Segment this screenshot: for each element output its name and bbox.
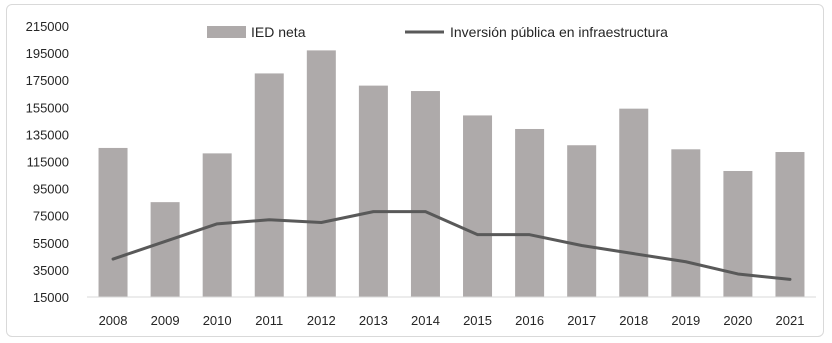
x-tick-label: 2015 [463,313,492,328]
y-tick-label: 175000 [26,73,69,88]
bar [619,108,649,297]
x-tick-label: 2010 [203,313,232,328]
bar [410,91,440,297]
x-tick-label: 2021 [776,313,805,328]
x-tick-label: 2016 [515,313,544,328]
bar [775,152,805,297]
bar-series [98,50,805,298]
bar [98,147,128,297]
y-tick-label: 15000 [33,290,69,305]
line-series [111,210,792,281]
y-tick-label: 35000 [33,263,69,278]
x-tick-label: 2013 [359,313,388,328]
bar [515,128,545,297]
x-tick-label: 2011 [255,313,283,328]
bar [671,149,701,297]
bar [254,73,284,297]
x-tick-label: 2017 [567,313,596,328]
y-tick-label: 195000 [26,46,69,61]
x-tick-label: 2019 [671,313,700,328]
x-tick-label: 2020 [723,313,752,328]
x-tick-label: 2012 [307,313,336,328]
bar [358,85,388,298]
legend-bar-swatch [207,26,246,38]
bar [150,202,180,297]
bar [306,50,336,297]
x-axis: 2008 2009 2010 2011 2012 2013 2014 2015 2016 2017… [99,313,805,328]
bar [463,115,493,298]
bar [567,145,597,297]
y-axis: 15000 35000 55000 75000 95000 115000 135000 155… [26,19,69,305]
x-tick-label: 2008 [99,313,128,328]
y-tick-label: 75000 [33,209,69,224]
y-tick-label: 135000 [26,127,69,142]
series-line [111,210,792,281]
legend-bar-label: IED neta [251,24,306,40]
x-tick-label: 2014 [411,313,440,328]
x-tick-label: 2009 [151,313,180,328]
y-tick-label: 55000 [33,236,69,251]
bar [723,170,753,297]
legend: IED neta Inversión pública en infraestru… [207,24,668,40]
y-tick-label: 215000 [26,19,69,34]
y-tick-label: 115000 [27,155,69,170]
legend-line-label: Inversión pública en infraestructura [450,24,668,40]
x-tick-label: 2018 [619,313,648,328]
y-tick-label: 95000 [33,182,69,197]
y-tick-label: 155000 [26,100,69,115]
